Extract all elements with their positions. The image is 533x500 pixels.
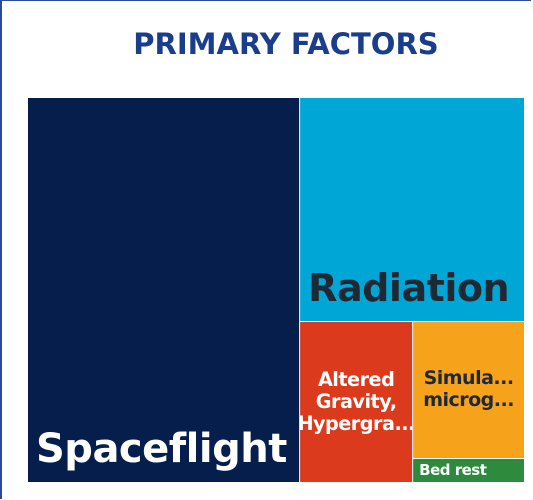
chart-title: PRIMARY FACTORS (133, 27, 438, 61)
tile-label: Radiation (308, 266, 510, 311)
tile-label-box: Altered Gravity, Hypergra... (300, 367, 413, 436)
treemap-tile (28, 98, 300, 482)
treemap-tile (413, 322, 524, 459)
tile-label-box: Spaceflight (36, 426, 287, 472)
tile-label: Altered Gravity, Hypergra... (300, 367, 413, 436)
tile-label: Spaceflight (36, 426, 287, 472)
treemap-tile (413, 459, 524, 482)
treemap-tile (300, 322, 413, 482)
treemap-tile (300, 98, 524, 322)
tile-label-box: Radiation (308, 266, 510, 311)
tile-label: Bed rest (419, 460, 487, 479)
tile-label: Simula... microg... (423, 367, 514, 411)
tile-label-box: Bed rest (419, 460, 487, 479)
tile-label-box: Simula... microg... (423, 367, 514, 411)
